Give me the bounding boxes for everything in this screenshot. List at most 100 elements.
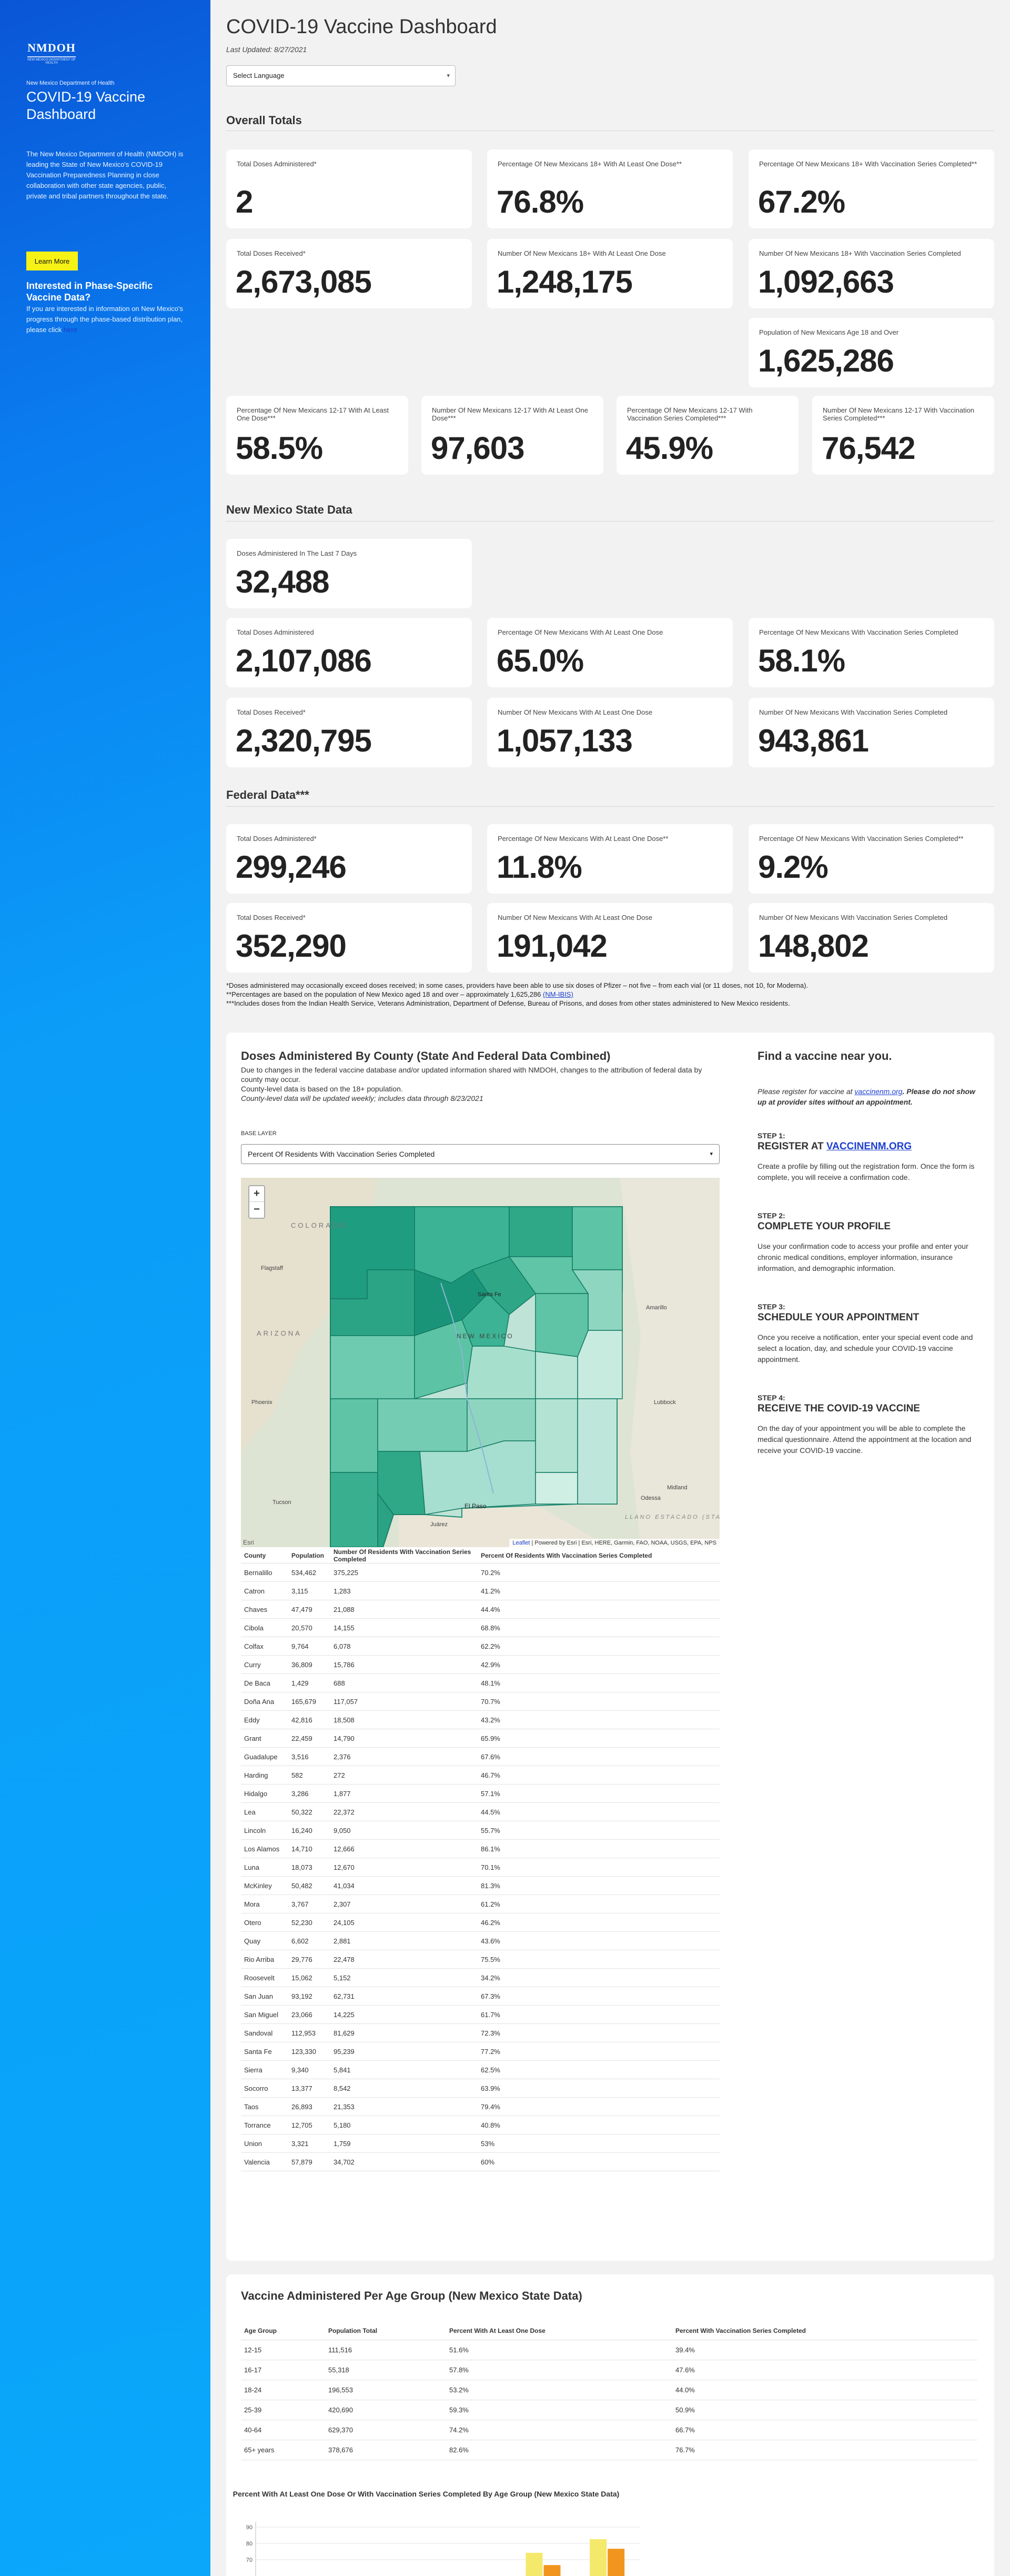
table-cell: 95,239 xyxy=(330,2042,478,2061)
chart-bar[interactable] xyxy=(543,2565,561,2576)
table-cell: Luna xyxy=(241,1858,288,1877)
zoom-in-button[interactable]: + xyxy=(249,1186,264,1202)
table-cell: 46.2% xyxy=(478,1913,720,1932)
table-cell: 1,759 xyxy=(330,2134,478,2153)
stat-card: Percentage Of New Mexicans 12-17 With At… xyxy=(226,396,408,475)
table-cell: 420,690 xyxy=(325,2400,446,2420)
y-tick-label: 70 xyxy=(246,2557,252,2563)
stat-value: 2 xyxy=(236,184,253,219)
table-cell: 42.9% xyxy=(478,1655,720,1674)
table-cell: Bernalillo xyxy=(241,1563,288,1582)
nm-ibis-link[interactable]: (NM-IBIS) xyxy=(543,990,573,998)
footnote-3: ***Includes doses from the Indian Health… xyxy=(226,999,790,1007)
zoom-out-button[interactable]: − xyxy=(254,1204,260,1215)
table-cell: 18,073 xyxy=(288,1858,330,1877)
table-cell: Roosevelt xyxy=(241,1968,288,1987)
table-cell: Los Alamos xyxy=(241,1839,288,1858)
table-row: Otero 52,230 24,105 46.2% xyxy=(241,1913,720,1932)
table-cell: 81.3% xyxy=(478,1876,720,1895)
stat-label: Number Of New Mexicans 18+ With At Least… xyxy=(498,249,666,257)
table-cell: Sierra xyxy=(241,2060,288,2079)
table-row: Torrance 12,705 5,180 40.8% xyxy=(241,2116,720,2134)
table-cell: 77.2% xyxy=(478,2042,720,2061)
table-row: Mora 3,767 2,307 61.2% xyxy=(241,1895,720,1913)
register-note: Please register for vaccine at vaccinenm… xyxy=(758,1086,984,1107)
table-cell: 688 xyxy=(330,1673,478,1692)
stat-card: Number Of New Mexicans 12-17 With At Lea… xyxy=(421,396,603,475)
table-row: 16-17 55,318 57.8% 47.6% xyxy=(241,2360,977,2380)
stat-card: Number Of New Mexicans With At Least One… xyxy=(487,903,733,973)
table-row: Harding 582 272 46.7% xyxy=(241,1766,720,1785)
table-cell: 3,321 xyxy=(288,2134,330,2153)
table-cell: 13,377 xyxy=(288,2079,330,2098)
table-cell: 50,322 xyxy=(288,1802,330,1821)
map-label: Odessa xyxy=(641,1495,661,1501)
phase-data-link[interactable]: here xyxy=(63,326,77,334)
table-cell: 65.9% xyxy=(478,1729,720,1748)
table-cell: Union xyxy=(241,2134,288,2153)
table-cell: 2,376 xyxy=(330,1747,478,1766)
chart-bar[interactable] xyxy=(590,2539,607,2576)
language-select[interactable]: Select Language ▾ xyxy=(226,65,456,86)
table-cell: 47.6% xyxy=(672,2360,977,2380)
stat-card: Total Doses Administered 2,107,086 xyxy=(226,618,472,687)
stat-card: Number Of New Mexicans 18+ With At Least… xyxy=(487,239,733,308)
table-row: Rio Arriba 29,776 22,478 75.5% xyxy=(241,1950,720,1969)
map-label: Santa Fe xyxy=(478,1291,501,1298)
section-title-overall: Overall Totals xyxy=(226,114,302,127)
table-cell: Lea xyxy=(241,1802,288,1821)
nmdoh-logo[interactable]: NMDOH NEW MEXICO DEPARTMENT OF HEALTH xyxy=(27,41,76,67)
stat-card: Percentage Of New Mexicans With At Least… xyxy=(487,824,733,894)
chart-bar[interactable] xyxy=(608,2549,625,2576)
table-cell: 2,881 xyxy=(330,1931,478,1950)
base-layer-select[interactable]: Percent Of Residents With Vaccination Se… xyxy=(241,1144,720,1164)
map-label: LLANO ESTACADO (STAKED PLAIN) xyxy=(625,1514,720,1520)
table-row: San Miguel 23,066 14,225 61.7% xyxy=(241,2005,720,2024)
sidebar: NMDOH NEW MEXICO DEPARTMENT OF HEALTH Ne… xyxy=(0,0,210,2576)
table-cell: 36,809 xyxy=(288,1655,330,1674)
step-heading-link[interactable]: VACCINENM.ORG xyxy=(826,1141,912,1152)
table-cell: 20,570 xyxy=(288,1618,330,1637)
table-row: Roosevelt 15,062 5,152 34.2% xyxy=(241,1968,720,1987)
step-block: STEP 2: COMPLETE YOUR PROFILE Use your con… xyxy=(758,1211,984,1274)
stat-value: 97,603 xyxy=(431,430,525,466)
stat-label: Number Of New Mexicans With Vaccination … xyxy=(759,914,948,921)
county-map[interactable]: COLORADO ARIZONA Santa Fe NEW MEXICO El … xyxy=(241,1178,720,1547)
table-cell: Sandoval xyxy=(241,2023,288,2042)
table-row: Eddy 42,816 18,508 43.2% xyxy=(241,1710,720,1729)
map-label: COLORADO xyxy=(291,1221,347,1229)
chart-bar[interactable] xyxy=(526,2552,543,2576)
table-cell: 52,230 xyxy=(288,1913,330,1932)
table-cell: 112,953 xyxy=(288,2023,330,2042)
find-vaccine-title: Find a vaccine near you. xyxy=(758,1049,892,1063)
base-layer-value: Percent Of Residents With Vaccination Se… xyxy=(248,1150,435,1158)
chevron-down-icon: ▾ xyxy=(710,1151,713,1157)
table-cell: 57.8% xyxy=(446,2360,672,2380)
table-cell: 5,180 xyxy=(330,2116,478,2134)
table-cell: 70.2% xyxy=(478,1563,720,1582)
table-cell: 9,050 xyxy=(330,1821,478,1840)
table-row: Bernalillo 534,462 375,225 70.2% xyxy=(241,1563,720,1582)
stat-label: Number Of New Mexicans With At Least One… xyxy=(498,708,653,716)
table-cell: 16,240 xyxy=(288,1821,330,1840)
logo-divider xyxy=(27,56,76,57)
stat-card: Number Of New Mexicans 18+ With Vaccinat… xyxy=(749,239,994,308)
table-header-row: County Population Number Of Residents Wi… xyxy=(241,1548,720,1563)
table-row: Lincoln 16,240 9,050 55.7% xyxy=(241,1821,720,1840)
stat-card: Number Of New Mexicans With Vaccination … xyxy=(749,698,994,767)
column-header: County xyxy=(241,1548,288,1563)
attribution-text: | Powered by Esri | Esri, HERE, Garmin, … xyxy=(531,1540,717,1546)
vaccinenm-link[interactable]: vaccinenm.org xyxy=(854,1087,903,1096)
table-cell: 16-17 xyxy=(241,2360,325,2380)
map-canvas: COLORADO ARIZONA Santa Fe NEW MEXICO El … xyxy=(241,1178,720,1547)
table-cell: 67.3% xyxy=(478,1987,720,2006)
table-cell: Hidalgo xyxy=(241,1784,288,1803)
table-cell: 123,330 xyxy=(288,2042,330,2061)
leaflet-link[interactable]: Leaflet xyxy=(512,1540,530,1546)
table-row: Grant 22,459 14,790 65.9% xyxy=(241,1729,720,1748)
last-updated: Last Updated: 8/27/2021 xyxy=(226,45,307,54)
stat-label: Number Of New Mexicans With Vaccination … xyxy=(759,708,948,716)
learn-more-button[interactable]: Learn More xyxy=(26,252,78,270)
map-label: NEW MEXICO xyxy=(457,1332,514,1340)
stat-value: 2,673,085 xyxy=(236,264,372,299)
